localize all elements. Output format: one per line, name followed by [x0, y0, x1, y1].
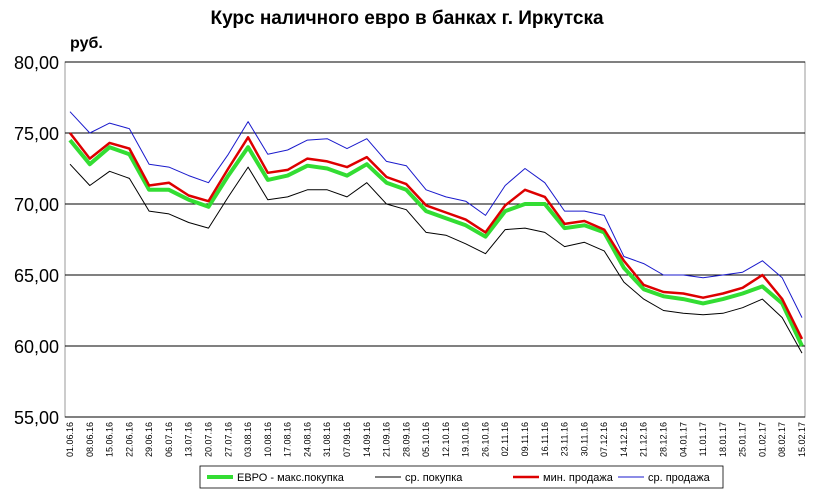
x-tick-label: 06.07.16	[164, 422, 174, 457]
x-tick-label: 09.11.16	[520, 422, 530, 456]
x-tick-label: 03.08.16	[243, 422, 253, 457]
series-line	[69, 163, 803, 354]
x-tick-label: 18.01.17	[718, 422, 728, 457]
y-tick-label: 55,00	[14, 408, 59, 428]
y-tick-label: 70,00	[14, 195, 59, 215]
x-tick-label: 08.06.16	[85, 422, 95, 457]
x-tick-label: 15.02.17	[797, 422, 807, 457]
y-tick-label: 60,00	[14, 337, 59, 357]
x-tick-label: 16.11.16	[540, 422, 550, 456]
x-tick-label: 05.10.16	[421, 422, 431, 457]
x-tick-label: 21.12.16	[639, 422, 649, 457]
x-tick-label: 04.01.17	[678, 422, 688, 457]
series-line	[69, 111, 803, 318]
x-tick-label: 21.09.16	[382, 422, 392, 457]
x-tick-label: 07.09.16	[342, 422, 352, 457]
x-tick-label: 19.10.16	[461, 422, 471, 457]
legend-box	[199, 465, 724, 489]
x-tick-label: 14.09.16	[362, 422, 372, 457]
x-tick-label: 02.11.16	[500, 422, 510, 456]
plot-area	[64, 61, 806, 418]
x-tick-label: 29.06.16	[144, 422, 154, 457]
x-tick-label: 10.08.16	[263, 422, 273, 457]
x-tick-label: 31.08.16	[322, 422, 332, 457]
x-tick-label: 01.02.17	[757, 422, 767, 457]
x-tick-label: 25.01.17	[738, 422, 748, 457]
y-tick-label: 80,00	[14, 53, 59, 73]
x-tick-label: 27.07.16	[223, 422, 233, 457]
x-tick-label: 30.11.16	[579, 422, 589, 456]
series-line	[69, 132, 804, 340]
x-tick-label: 12.10.16	[441, 422, 451, 457]
x-tick-label: 28.12.16	[659, 422, 669, 457]
x-tick-label: 20.07.16	[203, 422, 213, 457]
y-tick-label: 65,00	[14, 266, 59, 286]
legend-label: ср. продажа	[648, 472, 711, 484]
x-tick-label: 24.08.16	[302, 422, 312, 457]
x-tick-label: 13.07.16	[184, 422, 194, 457]
x-tick-label: 23.11.16	[560, 422, 570, 456]
y-tick-label: 75,00	[14, 124, 59, 144]
x-tick-label: 08.02.17	[777, 422, 787, 457]
x-tick-label: 22.06.16	[124, 422, 134, 457]
legend-label: мин. продажа	[543, 472, 614, 484]
x-tick-label: 28.09.16	[401, 422, 411, 457]
x-tick-label: 17.08.16	[283, 422, 293, 457]
x-tick-label: 01.06.16	[65, 422, 75, 457]
legend-label: ср. покупка	[405, 472, 463, 484]
x-tick-label: 26.10.16	[480, 422, 490, 457]
legend-label: ЕВРО - макс.покупка	[237, 472, 345, 484]
x-tick-label: 11.01.17	[698, 422, 708, 456]
x-tick-label: 14.12.16	[619, 422, 629, 457]
series-line	[68, 138, 804, 347]
chart-title: Курс наличного евро в банках г. Иркутска	[210, 8, 603, 29]
y-axis-label: руб.	[70, 35, 103, 52]
x-tick-label: 07.12.16	[599, 422, 609, 457]
x-tick-label: 15.06.16	[105, 422, 115, 457]
